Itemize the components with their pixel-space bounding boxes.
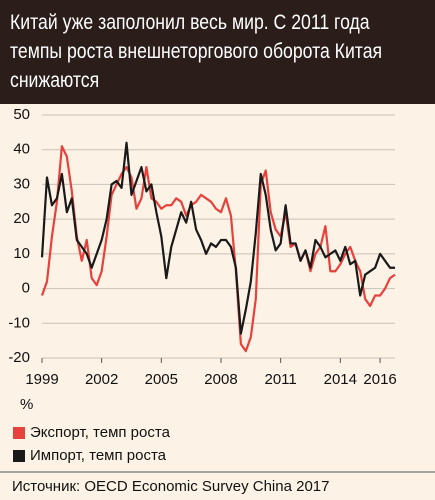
series-line xyxy=(40,145,396,353)
header: Китай уже заполонил весь мир. С 2011 год… xyxy=(0,0,435,104)
legend-swatch xyxy=(13,450,25,462)
chart: -20 -10 0 10 20 30 40 50 1999 2002 2005 2008 2011 201… xyxy=(0,106,435,495)
y-tick-label: 40 xyxy=(13,141,30,158)
legend-label: Экспорт, темп роста xyxy=(30,424,171,441)
x-tick-label: 2011 xyxy=(265,371,297,388)
legend-swatch xyxy=(13,427,25,439)
y-tick-label: -20 xyxy=(8,349,30,366)
y-tick-label: 10 xyxy=(13,245,30,262)
y-tick-label: 30 xyxy=(13,175,30,192)
x-tick-label: 2014 xyxy=(324,371,357,388)
x-tick-label: 2002 xyxy=(85,371,118,388)
x-tick-label: 2016 xyxy=(363,371,396,388)
y-tick-label: 20 xyxy=(13,210,30,227)
y-tick-label: -10 xyxy=(8,314,30,331)
chart-title: Китай уже заполонил весь мир. С 2011 год… xyxy=(10,11,383,92)
source: Источник: OECD Economic Survey China 201… xyxy=(12,478,329,495)
x-tick-label: 2008 xyxy=(204,371,237,388)
x-tick-label: 2005 xyxy=(145,371,178,388)
legend-label: Импорт, темп роста xyxy=(30,447,167,464)
y-tick-label: 50 xyxy=(13,106,30,123)
series-line xyxy=(40,141,395,335)
x-tick-label: 1999 xyxy=(25,371,58,388)
y-unit: % xyxy=(20,396,33,413)
y-tick-label: 0 xyxy=(22,280,30,297)
